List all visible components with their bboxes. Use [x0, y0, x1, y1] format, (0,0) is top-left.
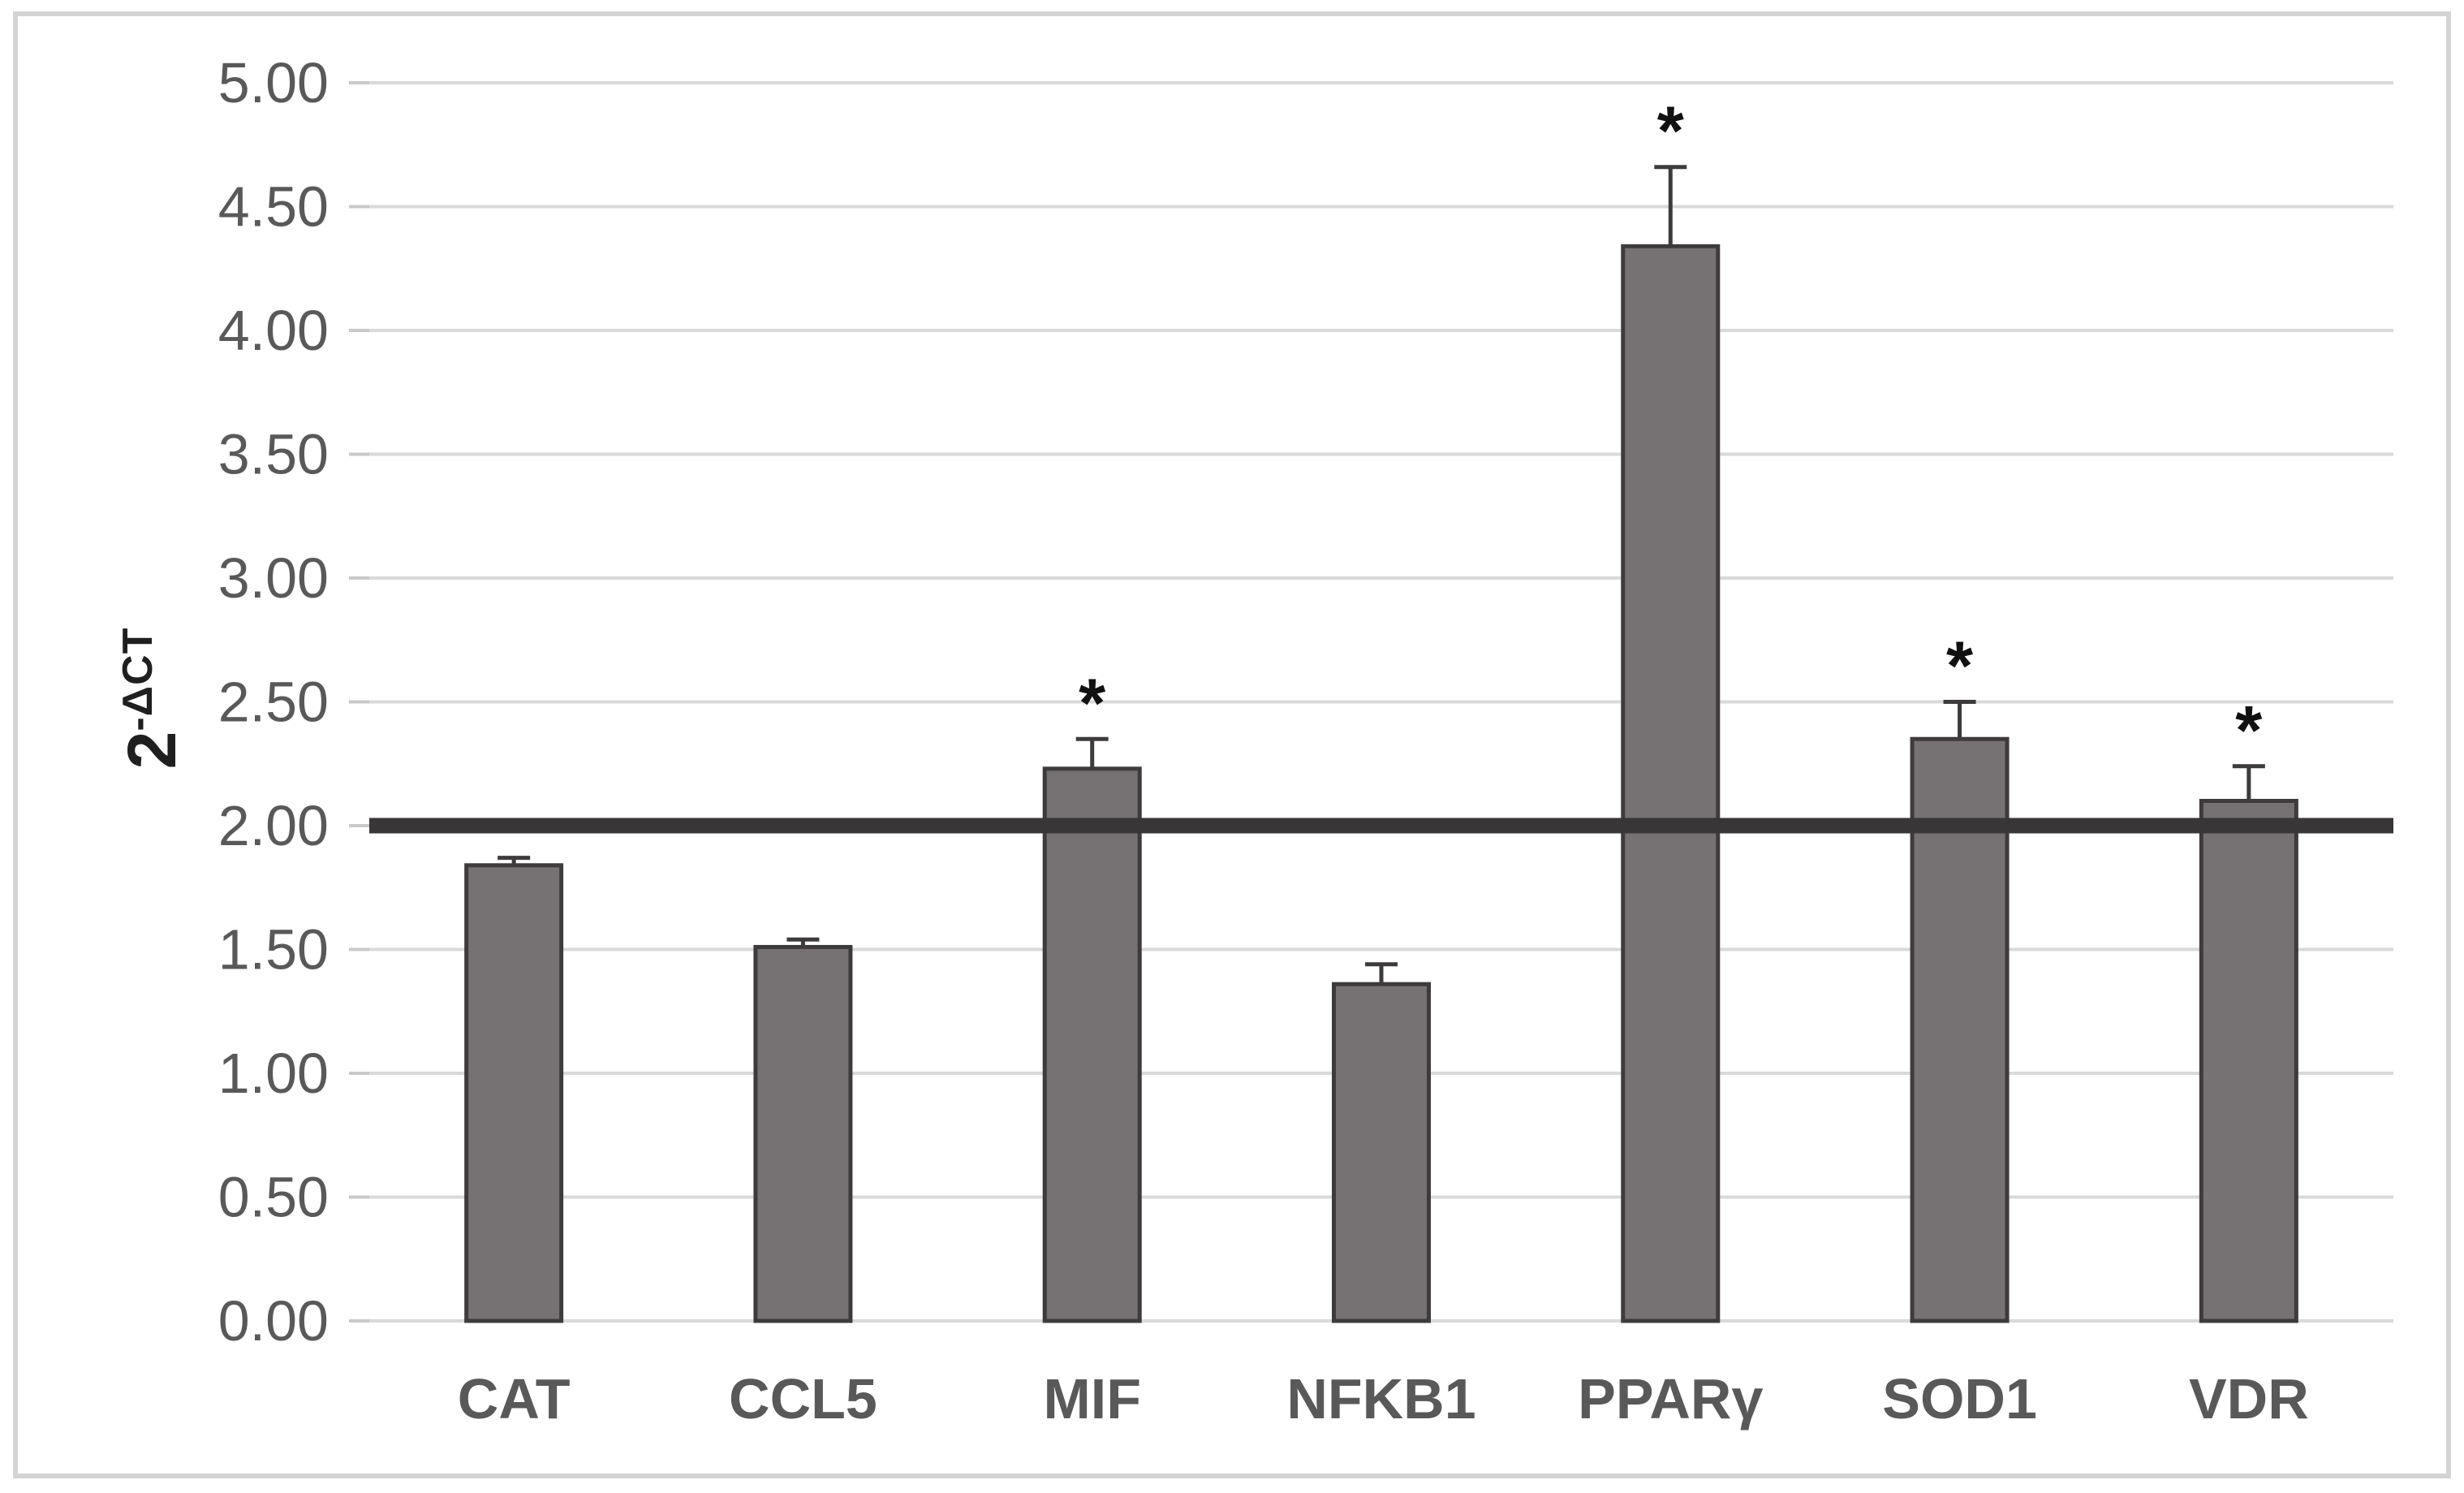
x-axis-label: SOD1	[1882, 1367, 2037, 1430]
x-axis-label: CCL5	[729, 1367, 877, 1430]
bar	[1621, 244, 1721, 1323]
y-tick-label: 3.50	[218, 423, 329, 486]
significance-asterisk: *	[1079, 665, 1105, 742]
x-axis-label: PPARγ	[1578, 1367, 1763, 1430]
bar	[2199, 799, 2298, 1323]
y-tick-label: 0.50	[218, 1166, 329, 1229]
y-tick-label: 1.00	[218, 1042, 329, 1105]
chart-figure	[13, 11, 2451, 1478]
y-tick-label: 1.50	[218, 918, 329, 982]
x-axis-label: MIF	[1043, 1367, 1141, 1430]
y-tick-label: 3.00	[218, 546, 329, 610]
y-tick-label: 5.00	[218, 51, 329, 114]
bar	[464, 863, 564, 1323]
y-tick-label: 4.50	[218, 175, 329, 239]
bar	[1332, 982, 1431, 1323]
x-axis-label: NFKB1	[1286, 1367, 1475, 1430]
y-tick-label: 2.00	[218, 794, 329, 857]
x-axis-label: CAT	[458, 1367, 571, 1430]
y-tick-label: 2.50	[218, 671, 329, 734]
significance-asterisk: *	[1946, 628, 1973, 706]
y-tick-label: 4.00	[218, 299, 329, 362]
x-axis-label: VDR	[2189, 1367, 2309, 1430]
significance-asterisk: *	[1657, 93, 1684, 170]
significance-asterisk: *	[2235, 693, 2262, 770]
bar	[753, 944, 853, 1323]
bar	[1042, 766, 1142, 1323]
y-tick-label: 0.00	[218, 1289, 329, 1353]
